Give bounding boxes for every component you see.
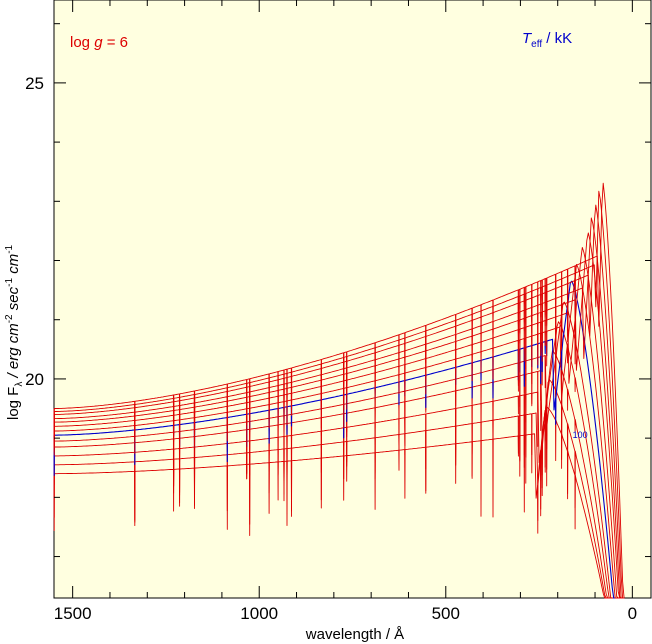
x-tick-label: 0: [628, 604, 637, 623]
flux-series-13: [53, 182, 625, 599]
flux-series-9: [53, 232, 625, 599]
flux-series-1: [53, 406, 625, 599]
x-tick-label: 1000: [240, 604, 278, 623]
x-tick-label: 1500: [54, 604, 92, 623]
flux-series-4: [53, 321, 625, 599]
temperature-annotation: Teff / kK: [522, 30, 572, 50]
y-tick-label: 20: [25, 370, 44, 389]
flux-series-3: [53, 350, 625, 599]
flux-series-11: [53, 204, 625, 599]
flux-series-2: [53, 379, 625, 599]
flux-series-6: [53, 280, 625, 599]
flux-series-10: [53, 217, 625, 599]
y-axis-label: log Fλ / erg cm-2 sec-1 cm-1: [4, 244, 25, 420]
axis-tick-labels: 1500 1000 500 0 20 25: [25, 74, 637, 623]
flux-series-12: [53, 190, 625, 599]
flux-series-5: [53, 301, 625, 599]
axis-ticks: [54, 0, 651, 598]
curve-label-100: 100: [573, 430, 588, 440]
flux-series-7: [53, 263, 625, 599]
plot-background: [53, 0, 652, 599]
y-tick-label: 25: [25, 74, 44, 93]
x-tick-label: 500: [432, 604, 460, 623]
flux-series-8: [53, 246, 625, 599]
surface-gravity-annotation: log g = 6: [70, 34, 128, 51]
x-axis-label: wavelength / Å: [305, 626, 404, 643]
flux-curves: [53, 182, 625, 599]
